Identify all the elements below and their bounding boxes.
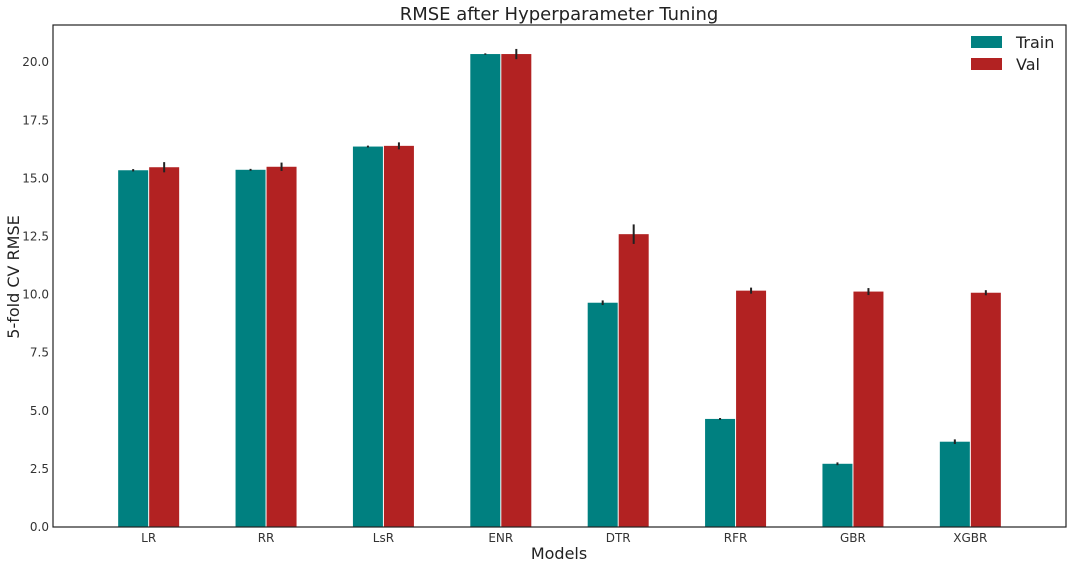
x-tick-label: LR [141,531,156,545]
legend-label-train: Train [1015,33,1054,52]
bar-train-xgbr [939,441,970,527]
y-tick-label: 20.0 [22,55,49,69]
y-tick-label: 0.0 [30,520,49,534]
bar-val-dtr [618,234,649,527]
bar-val-lsr [383,145,414,527]
y-tick-label: 7.5 [30,346,49,360]
bar-val-gbr [853,291,884,527]
y-tick-label: 12.5 [22,229,49,243]
chart-title: RMSE after Hyperparameter Tuning [400,4,719,25]
bar-val-rr [266,166,297,527]
bar-train-lr [118,170,149,527]
x-tick-label: RFR [724,531,748,545]
bar-val-xgbr [970,292,1001,527]
plot-area: 0.0 2.5 5.0 7.5 10.0 12.5 15.0 17.5 20.0 LR RR LsR E… [22,24,1067,545]
bar-train-lsr [352,146,383,527]
x-tick-label: XGBR [953,531,987,545]
y-tick-label: 5.0 [30,404,49,418]
legend-swatch-val [971,58,1002,70]
legend: Train Val [971,33,1054,74]
x-tick-label: ENR [488,531,513,545]
bar-train-dtr [587,302,618,527]
bar-train-rfr [705,418,736,527]
legend-swatch-train [971,36,1002,48]
legend-label-val: Val [1016,55,1040,74]
bar-val-enr [501,54,532,527]
bar-val-lr [149,167,180,527]
y-tick-label: 15.0 [22,171,49,185]
x-tick-label: LsR [373,531,394,545]
y-tick-label: 17.5 [22,113,49,127]
plot-frame [52,24,1067,528]
y-tick-label: 10.0 [22,288,49,302]
y-tick-label: 2.5 [30,462,49,476]
x-axis-title: Models [531,544,587,563]
bar-train-rr [235,169,266,528]
bar-train-enr [470,54,501,527]
x-tick-label: GBR [840,531,866,545]
x-tick-label: DTR [606,531,631,545]
y-axis-title: 5-fold CV RMSE [4,215,23,338]
x-tick-label: RR [258,531,275,545]
bar-train-gbr [822,463,853,527]
bar-val-rfr [736,290,767,527]
